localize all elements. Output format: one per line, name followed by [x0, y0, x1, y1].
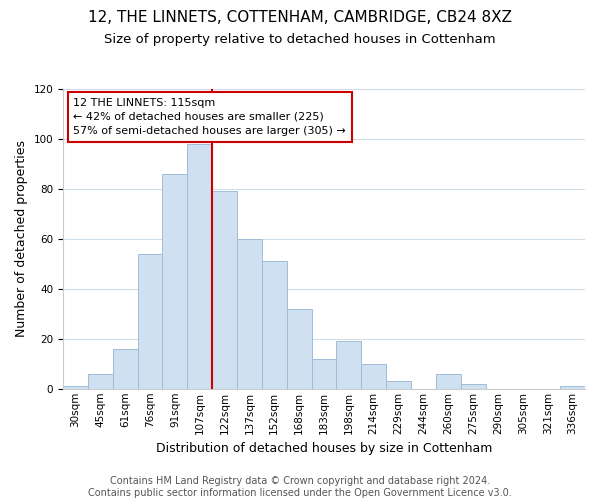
Bar	[386, 382, 411, 389]
Bar	[262, 262, 287, 389]
Bar	[560, 386, 585, 389]
Text: 12, THE LINNETS, COTTENHAM, CAMBRIDGE, CB24 8XZ: 12, THE LINNETS, COTTENHAM, CAMBRIDGE, C…	[88, 10, 512, 25]
Bar	[311, 359, 337, 389]
Text: Size of property relative to detached houses in Cottenham: Size of property relative to detached ho…	[104, 32, 496, 46]
Bar	[337, 342, 361, 389]
Bar	[436, 374, 461, 389]
Y-axis label: Number of detached properties: Number of detached properties	[15, 140, 28, 338]
Text: 12 THE LINNETS: 115sqm
← 42% of detached houses are smaller (225)
57% of semi-de: 12 THE LINNETS: 115sqm ← 42% of detached…	[73, 98, 346, 136]
Bar	[163, 174, 187, 389]
Bar	[461, 384, 485, 389]
Bar	[187, 144, 212, 389]
Bar	[361, 364, 386, 389]
Bar	[113, 349, 137, 389]
X-axis label: Distribution of detached houses by size in Cottenham: Distribution of detached houses by size …	[156, 442, 492, 455]
Bar	[287, 309, 311, 389]
Bar	[137, 254, 163, 389]
Bar	[88, 374, 113, 389]
Bar	[237, 239, 262, 389]
Bar	[212, 192, 237, 389]
Text: Contains HM Land Registry data © Crown copyright and database right 2024.
Contai: Contains HM Land Registry data © Crown c…	[88, 476, 512, 498]
Bar	[63, 386, 88, 389]
